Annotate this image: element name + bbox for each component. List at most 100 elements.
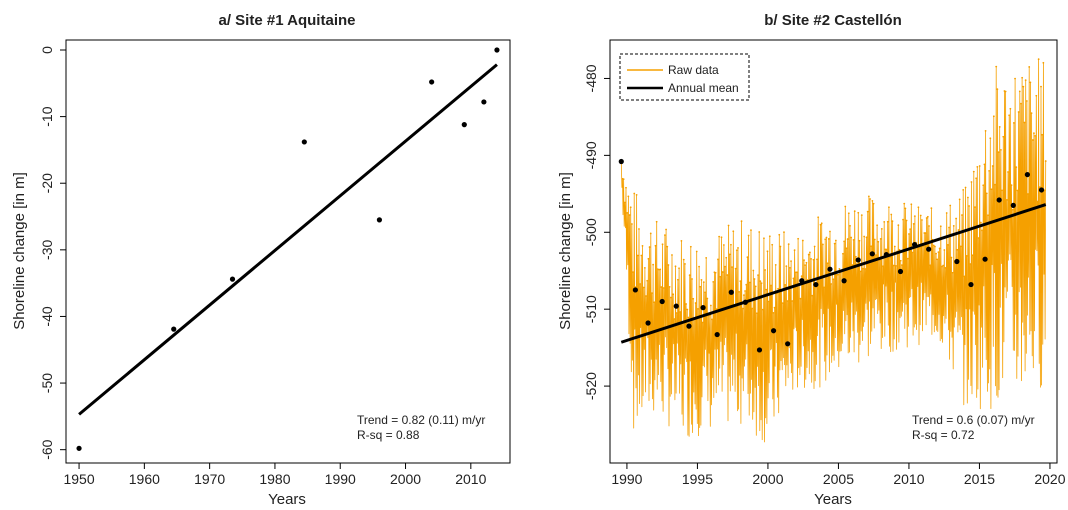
- raw-data-point: [649, 232, 652, 235]
- raw-data-point: [1040, 85, 1042, 88]
- raw-data-point: [994, 183, 996, 186]
- raw-data-point: [1008, 114, 1011, 117]
- raw-data-point: [943, 249, 946, 251]
- raw-data-point: [824, 238, 827, 241]
- raw-data-point: [867, 195, 870, 198]
- raw-data-point: [1042, 61, 1045, 64]
- raw-data-point: [1030, 112, 1033, 115]
- raw-data-point: [1005, 199, 1008, 201]
- chart-a-points: [76, 47, 500, 451]
- raw-data-point: [648, 246, 651, 248]
- chart-a-x-axis: 1950 1960 1970 1980 1990 2000 2010: [63, 463, 487, 487]
- raw-data-point: [937, 251, 940, 254]
- raw-data-point: [712, 280, 715, 283]
- y-tick-label: -60: [39, 439, 55, 459]
- raw-data-point: [753, 278, 756, 280]
- y-tick-label: -490: [583, 141, 599, 169]
- raw-data-point: [919, 214, 922, 217]
- raw-data-point: [827, 238, 830, 240]
- raw-data-point: [700, 278, 703, 281]
- raw-data-point: [682, 258, 685, 261]
- chart-b-legend: Raw data Annual mean: [619, 53, 750, 101]
- raw-data-point: [805, 261, 808, 264]
- raw-data-point: [995, 65, 998, 68]
- raw-data-point: [976, 166, 979, 168]
- chart-a-trend-line-group: [78, 63, 498, 416]
- raw-data-point: [778, 233, 781, 236]
- raw-data-point: [963, 275, 966, 278]
- raw-data-point: [942, 264, 945, 267]
- raw-data-point: [640, 254, 643, 257]
- raw-data-point: [985, 192, 988, 195]
- raw-data-point: [701, 321, 704, 324]
- raw-data-point: [804, 264, 807, 266]
- raw-data-point: [820, 222, 823, 225]
- raw-data-point: [733, 306, 736, 309]
- raw-data-point: [673, 318, 676, 320]
- raw-data-point: [872, 202, 875, 205]
- raw-data-point: [1004, 90, 1007, 93]
- chart-b-x-axis: 1990 1995 2000 2005 2010 2015 2020: [611, 463, 1066, 487]
- x-tick-label: 2010: [455, 471, 486, 487]
- raw-data-point: [1001, 189, 1003, 192]
- raw-data-point: [779, 245, 782, 248]
- chart-b-y-axis: -480 -490 -500 -510 -520: [583, 64, 610, 400]
- raw-data-point: [925, 217, 928, 219]
- raw-data-point: [643, 267, 646, 269]
- raw-data-point: [1023, 121, 1026, 124]
- raw-data-point: [855, 255, 857, 258]
- raw-data-point: [699, 285, 702, 288]
- raw-data-point: [975, 177, 978, 180]
- raw-data-point: [978, 165, 981, 167]
- annual-mean-point: [911, 241, 918, 248]
- raw-data-point: [955, 217, 958, 220]
- raw-data-point: [759, 280, 762, 283]
- annual-mean-point: [1038, 187, 1045, 193]
- raw-data-point: [1028, 66, 1031, 68]
- raw-data-point: [800, 275, 803, 278]
- raw-data-point: [628, 214, 631, 216]
- raw-data-point: [676, 278, 679, 281]
- raw-data-point: [1041, 133, 1044, 136]
- raw-data-point: [623, 201, 626, 204]
- raw-data-point: [680, 239, 683, 242]
- chart-b-x-axis-label: Years: [814, 491, 852, 508]
- raw-data-point: [641, 244, 644, 247]
- raw-data-point: [910, 203, 913, 206]
- annual-mean-point: [728, 289, 734, 295]
- raw-data-point: [964, 186, 967, 189]
- raw-data-point: [911, 251, 914, 254]
- raw-data-point: [655, 220, 658, 223]
- raw-data-point: [812, 258, 815, 261]
- annual-mean-point: [813, 281, 819, 288]
- raw-data-point: [727, 224, 730, 227]
- raw-data-point: [1021, 76, 1024, 79]
- raw-data-point: [928, 225, 930, 227]
- raw-data-point: [946, 244, 949, 246]
- annual-mean-point: [841, 278, 847, 284]
- y-tick-label: -20: [39, 173, 55, 193]
- raw-data-point: [666, 245, 669, 248]
- annual-mean-point: [926, 246, 932, 252]
- x-tick-label: 1990: [611, 471, 642, 487]
- raw-data-point: [813, 245, 816, 248]
- raw-data-point: [956, 248, 959, 251]
- raw-data-point: [801, 239, 804, 242]
- raw-data-point: [1012, 122, 1015, 124]
- raw-data-point: [982, 184, 985, 187]
- raw-data-point: [1027, 193, 1029, 195]
- raw-data-point: [845, 247, 848, 250]
- raw-data-point: [987, 214, 989, 217]
- raw-data-point: [876, 224, 879, 227]
- raw-data-point: [773, 306, 776, 309]
- raw-data-point: [846, 238, 849, 240]
- annual-mean-point: [686, 323, 692, 329]
- annual-mean-point: [827, 266, 833, 272]
- raw-data-point: [879, 237, 882, 240]
- annual-mean-point: [982, 256, 988, 262]
- raw-data-point: [787, 243, 790, 246]
- raw-data-point: [635, 193, 638, 196]
- raw-data-point: [992, 115, 995, 118]
- raw-data-point: [1035, 94, 1038, 97]
- raw-data-point: [653, 301, 656, 304]
